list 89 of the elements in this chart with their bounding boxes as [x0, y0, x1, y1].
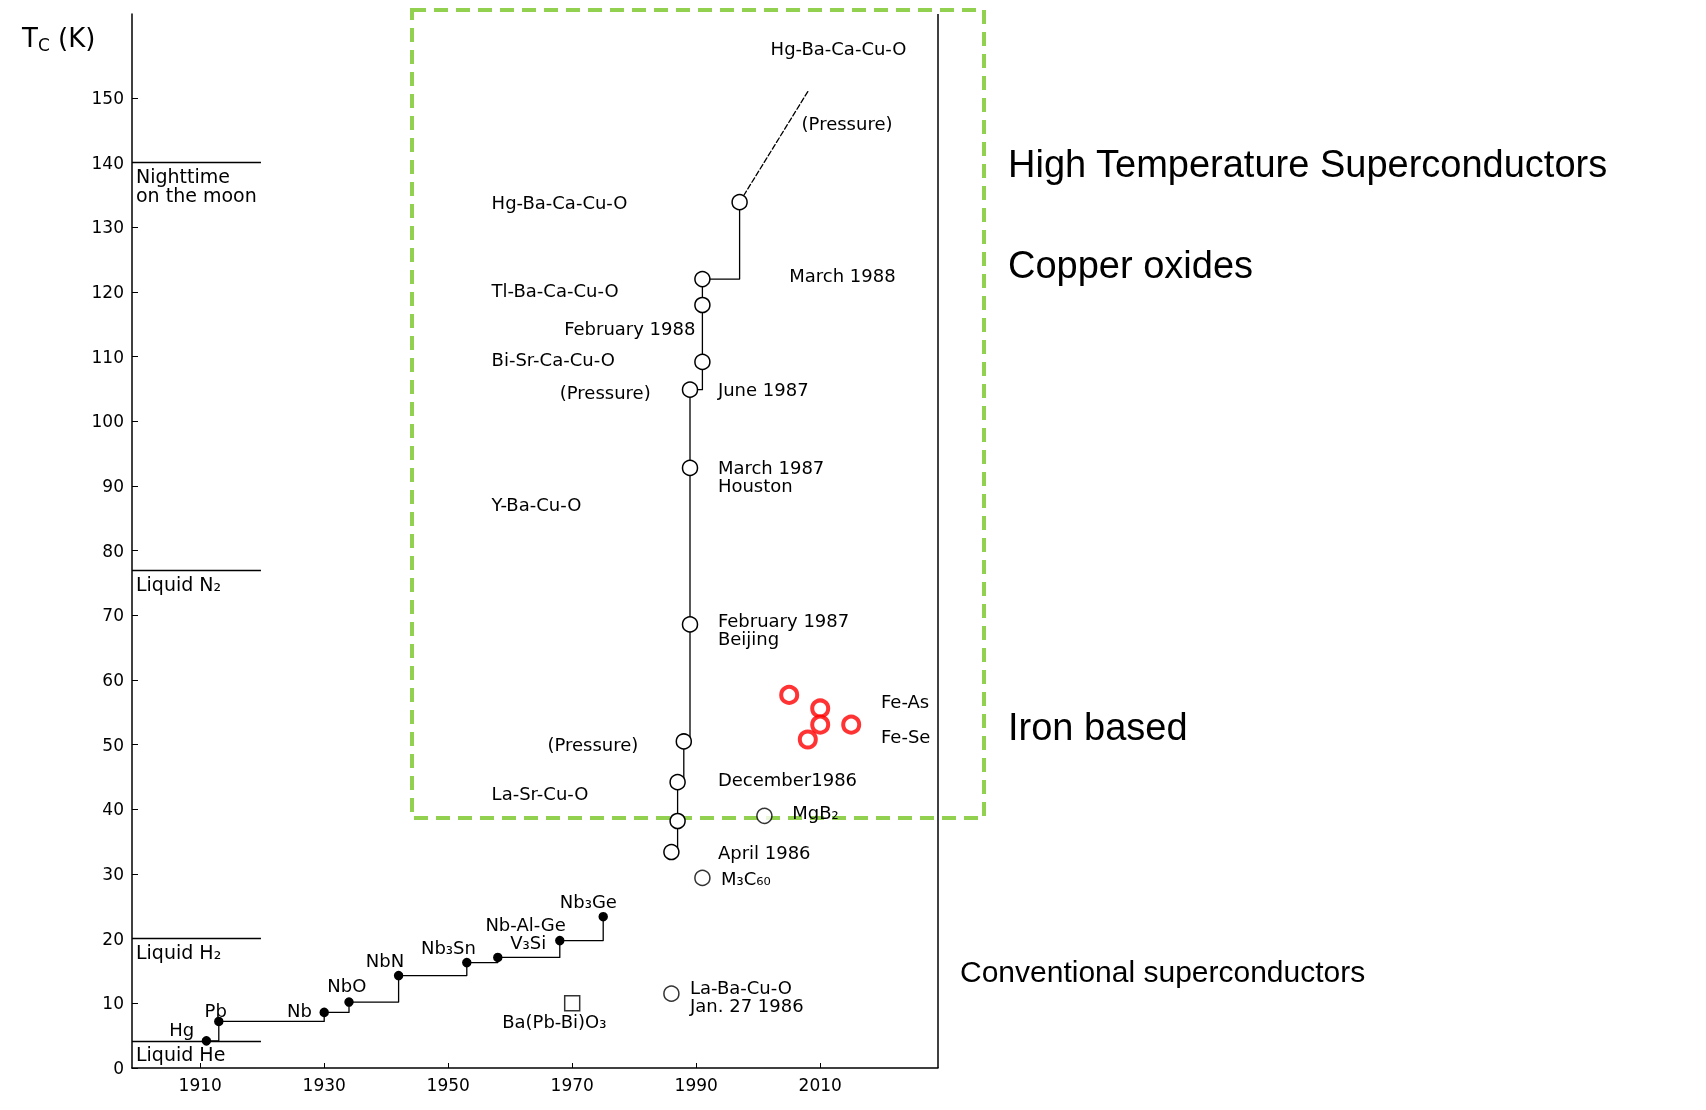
y-tick-label: 50 — [102, 734, 124, 755]
x-tick-label: 1910 — [178, 1074, 222, 1095]
point — [669, 812, 686, 830]
annotation: NbO — [327, 974, 367, 996]
annotation: December1986 — [717, 769, 858, 791]
y-tick-label: 130 — [91, 217, 124, 238]
text: High Temperature Superconductors — [1008, 143, 1608, 185]
x-tick-label: 1990 — [674, 1074, 718, 1095]
annotation: Ba(Pb-Bi)O₃ — [502, 1010, 607, 1032]
annotation: February 1987 Beijing — [717, 610, 850, 650]
annotation: Fe-As — [880, 690, 930, 712]
point — [694, 296, 711, 314]
y-tick-label: 120 — [91, 282, 124, 303]
annotation: March 1987 Houston — [717, 457, 825, 497]
annotation: M₃C₆₀ — [721, 868, 771, 890]
annotation: Nb — [287, 999, 312, 1021]
point — [663, 985, 680, 1002]
point — [493, 952, 503, 963]
point — [675, 733, 693, 750]
annotation: Pb — [204, 999, 227, 1021]
point — [319, 1007, 329, 1018]
ref-line-label: Liquid H₂ — [136, 941, 222, 964]
point — [393, 970, 404, 981]
annotation: Tl-Ba-Ca-Cu-O — [490, 280, 619, 302]
point — [756, 807, 773, 825]
text: Iron based — [1008, 706, 1188, 748]
point — [663, 843, 680, 861]
point — [694, 353, 711, 371]
point — [731, 193, 748, 211]
text: Copper oxides — [1008, 244, 1254, 286]
annotation: La-Sr-Cu-O — [491, 783, 589, 805]
annotation: February 1988 — [564, 318, 696, 340]
annotation: Nb₃Ge — [559, 891, 617, 913]
point — [555, 935, 565, 946]
annotation: Nb₃Sn — [420, 936, 476, 958]
point — [598, 911, 608, 922]
annotation: March 1988 — [789, 265, 896, 287]
point — [669, 773, 686, 791]
annotation: La-Ba-Cu-O Jan. 27 1986 — [689, 977, 804, 1017]
y-tick-label: 0 — [113, 1058, 124, 1078]
point — [810, 714, 831, 735]
point — [563, 995, 581, 1012]
y-tick-label: 140 — [91, 152, 124, 173]
point — [681, 459, 699, 477]
y-tick-label: 110 — [91, 346, 124, 367]
annotation: V₃Si — [510, 932, 547, 954]
annotation: April 1986 — [717, 841, 811, 863]
point — [841, 714, 862, 735]
annotation: (Pressure) — [559, 382, 651, 404]
y-tick-label: 100 — [91, 411, 124, 432]
point — [694, 869, 711, 887]
y-tick-label: 30 — [102, 864, 124, 885]
point — [779, 684, 800, 705]
y-tick-label: 20 — [102, 928, 124, 949]
x-tick-label: 1950 — [426, 1074, 470, 1095]
annotation: Fe-Se — [880, 725, 931, 747]
y-tick-label: 40 — [102, 799, 124, 820]
annotation: Nb-Al-Ge — [485, 913, 566, 935]
text: Conventional superconductors — [960, 954, 1366, 988]
x-tick-label: 2010 — [798, 1074, 842, 1095]
ref-line-label: Liquid He — [136, 1043, 226, 1066]
x-tick-label: 1930 — [302, 1074, 346, 1095]
annotation: Bi-Sr-Ca-Cu-O — [491, 349, 615, 371]
ref-line-label: Nighttime on the moon — [136, 165, 257, 207]
point — [201, 1036, 212, 1046]
y-tick-label: 80 — [102, 540, 124, 561]
y-tick-label: 60 — [102, 670, 124, 691]
y-tick-label: 150 — [91, 88, 124, 109]
point — [214, 1016, 224, 1027]
x-tick-label: 1970 — [550, 1074, 594, 1095]
point — [797, 729, 818, 750]
annotation: (Pressure) — [801, 112, 893, 134]
point — [694, 270, 711, 288]
point — [462, 957, 472, 968]
annotation: June 1987 — [716, 379, 809, 401]
point — [681, 616, 699, 633]
point — [344, 997, 354, 1007]
point — [681, 381, 699, 398]
point — [810, 698, 831, 719]
annotation: Y-Ba-Cu-O — [490, 493, 582, 515]
y-tick-label: 10 — [102, 993, 124, 1014]
ref-line-label: Liquid N₂ — [136, 572, 222, 595]
annotation: Hg-Ba-Ca-Cu-O — [770, 38, 907, 60]
annotation: NbN — [365, 950, 405, 972]
annotation: Hg — [169, 1019, 195, 1041]
annotation: (Pressure) — [547, 734, 639, 756]
annotation: Hg-Ba-Ca-Cu-O — [491, 191, 628, 213]
y-tick-label: 90 — [102, 476, 124, 497]
y-tick-label: 70 — [102, 605, 124, 626]
